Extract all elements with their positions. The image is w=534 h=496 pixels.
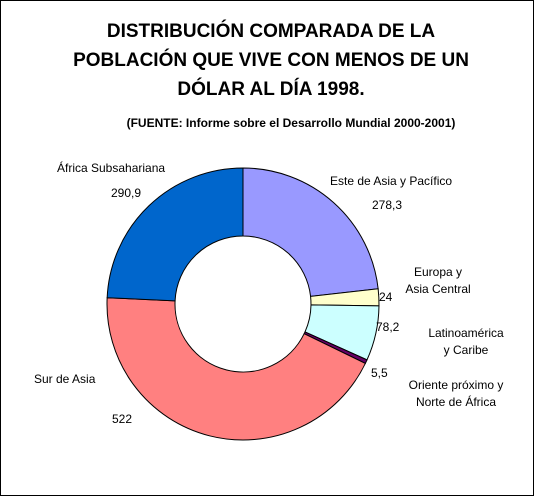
slice-value-este-de-asia-y-pacifico: 278,3: [372, 198, 402, 212]
slice-label-africa-subsahariana: África Subsahariana: [57, 160, 165, 175]
slice-value-sur-de-asia: 522: [112, 412, 132, 426]
chart-title: DISTRIBUCIÓN COMPARADA DE LA POBLACIÓN Q…: [41, 17, 501, 104]
slice-label-sur-de-asia: Sur de Asia: [34, 372, 96, 386]
slice-este-de-asia-y-pacifico: [242, 167, 379, 297]
slice-value-africa-subsahariana: 290,9: [111, 186, 141, 200]
slice-africa-subsahariana: [106, 167, 244, 302]
slice-label-europa-y-asia-central: Europa y Asia Central: [405, 265, 470, 296]
chart-title-line-2: POBLACIÓN QUE VIVE CON MENOS DE UN: [73, 50, 469, 71]
chart-title-line-1: DISTRIBUCIÓN COMPARADA DE LA: [106, 21, 436, 42]
slice-sur-de-asia: [106, 297, 367, 441]
slice-label-latinoamerica-y-caribe: Latinoamérica y Caribe: [428, 326, 504, 357]
slice-value-europa-y-asia-central: 24: [379, 290, 393, 304]
chart-title-line-3: DÓLAR AL DÍA 1998.: [177, 79, 365, 100]
slice-value-oriente-proximo-y-norte-de-africa: 5,5: [371, 366, 388, 380]
slice-label-este-de-asia-y-pacifico: Este de Asia y Pacífico: [330, 174, 452, 188]
chart-subtitle: (FUENTE: Informe sobre el Desarrollo Mun…: [126, 116, 456, 130]
slice-value-latinoamerica-y-caribe: 78,2: [376, 320, 400, 334]
slice-label-oriente-proximo-y-norte-de-africa: Oriente próximo y Norte de África: [409, 378, 504, 409]
